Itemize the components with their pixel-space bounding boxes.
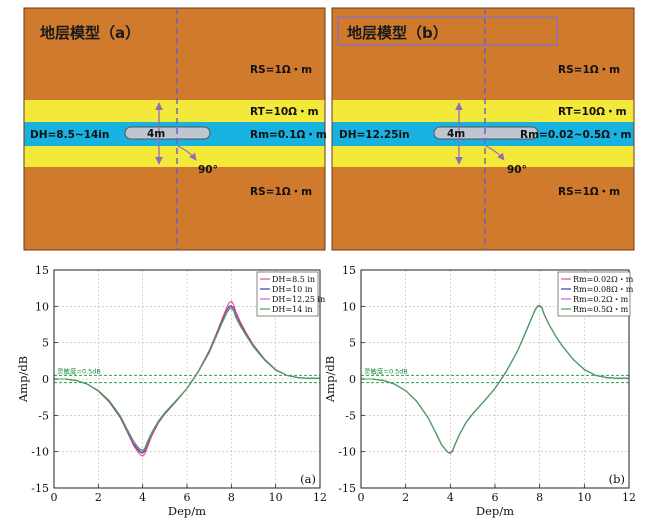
model-a-title: 地层模型（a） xyxy=(40,24,140,42)
y-tick-label-b: 10 xyxy=(342,300,356,313)
rt-label-a: RT=10Ω・m xyxy=(250,106,319,118)
legend-entry-a-1: DH=10 in xyxy=(272,285,313,294)
y-tick-label-a: 0 xyxy=(42,373,49,386)
y-tick-label-a: 15 xyxy=(35,264,49,277)
legend-entry-b-0: Rm=0.02Ω・m xyxy=(573,275,634,284)
rt-label-b: RT=10Ω・m xyxy=(558,106,627,118)
x-tick-label-b: 6 xyxy=(492,491,499,504)
rs-top-label-a: RS=1Ω・m xyxy=(250,64,312,76)
series-line-a-3 xyxy=(54,307,320,451)
x-tick-label-b: 8 xyxy=(536,491,543,504)
rm-label-a: Rm=0.1Ω・m xyxy=(250,129,327,141)
model-a-border xyxy=(23,7,326,251)
chart-a: 灵敏度=0.5dB 0 2 4 6 8 10 12 -15 -10 -5 0 5 10 15 Dep/m Amp… xyxy=(16,264,327,518)
y-tick-label-b: 0 xyxy=(349,373,356,386)
y-tick-label-a: 5 xyxy=(42,337,49,350)
y-tick-label-b: -5 xyxy=(345,409,356,422)
panel-label-b: (b) xyxy=(609,472,625,486)
legend-entry-a-2: DH=12.25 in xyxy=(272,295,325,304)
sensitivity-label-b: 灵敏度=0.5dB xyxy=(364,366,408,375)
x-tick-label-a: 12 xyxy=(313,491,327,504)
x-axis-label-a: Dep/m xyxy=(168,504,206,518)
model-b-title: 地层模型（b） xyxy=(347,24,448,42)
angle-label-a: 90° xyxy=(198,164,218,176)
x-tick-label-b: 0 xyxy=(358,491,365,504)
model-b-border xyxy=(331,7,635,251)
series-line-b-3 xyxy=(361,305,629,454)
rs-bottom-label-b: RS=1Ω・m xyxy=(558,186,620,198)
legend-entry-a-0: DH=8.5 in xyxy=(272,275,315,284)
rm-label-b: Rm=0.02~0.5Ω・m xyxy=(520,129,632,141)
x-tick-label-a: 6 xyxy=(184,491,191,504)
y-axis-label-b: Amp/dB xyxy=(323,356,337,403)
rs-top-label-b: RS=1Ω・m xyxy=(558,64,620,76)
y-tick-label-b: -15 xyxy=(338,482,356,495)
legend-entry-b-2: Rm=0.2Ω・m xyxy=(573,295,629,304)
tool-body-a xyxy=(124,126,211,140)
y-tick-label-b: 5 xyxy=(349,337,356,350)
x-tick-label-a: 0 xyxy=(51,491,58,504)
x-tick-label-a: 10 xyxy=(269,491,283,504)
angle-label-b: 90° xyxy=(507,164,527,176)
tool-length-label-b: 4m xyxy=(447,128,465,140)
x-tick-label-a: 2 xyxy=(95,491,102,504)
angle-arrow-b xyxy=(485,145,505,161)
y-tick-label-b: 15 xyxy=(342,264,356,277)
y-tick-label-a: 10 xyxy=(35,300,49,313)
x-tick-label-b: 2 xyxy=(402,491,409,504)
panel-label-a: (a) xyxy=(300,472,316,486)
y-tick-label-b: -10 xyxy=(338,446,356,459)
rs-bottom-label-a: RS=1Ω・m xyxy=(250,186,312,198)
y-tick-label-a: -5 xyxy=(38,409,49,422)
legend-entry-a-3: DH=14 in xyxy=(272,305,313,314)
angle-arrow-a xyxy=(177,145,197,161)
chart-b: 灵敏度=0.5dB 0 2 4 6 8 10 12 -15 -10 -5 0 5 10 15 Dep/m Amp… xyxy=(323,264,636,518)
x-tick-label-b: 12 xyxy=(622,491,636,504)
x-tick-label-b: 4 xyxy=(447,491,454,504)
sensitivity-label-a: 灵敏度=0.5dB xyxy=(57,366,101,375)
y-axis-label-a: Amp/dB xyxy=(16,356,30,403)
model-b: 地层模型（b） RS=1Ω・m RT=10Ω・m DH=12.25in 4m R… xyxy=(331,7,635,251)
x-tick-label-a: 8 xyxy=(228,491,235,504)
x-tick-label-a: 4 xyxy=(139,491,146,504)
dh-label-b: DH=12.25in xyxy=(339,129,410,141)
model-b-title-box xyxy=(337,16,558,46)
legend-entry-b-3: Rm=0.5Ω・m xyxy=(573,305,629,314)
x-axis-label-b: Dep/m xyxy=(476,504,514,518)
y-tick-label-a: -10 xyxy=(31,446,49,459)
dh-label-a: DH=8.5~14in xyxy=(30,129,109,141)
legend-entry-b-1: Rm=0.08Ω・m xyxy=(573,285,634,294)
y-tick-label-a: -15 xyxy=(31,482,49,495)
x-tick-label-b: 10 xyxy=(577,491,591,504)
model-a: 地层模型（a） RS=1Ω・m RT=10Ω・m DH=8.5~14in 4m … xyxy=(23,7,327,251)
tool-length-label-a: 4m xyxy=(147,128,165,140)
